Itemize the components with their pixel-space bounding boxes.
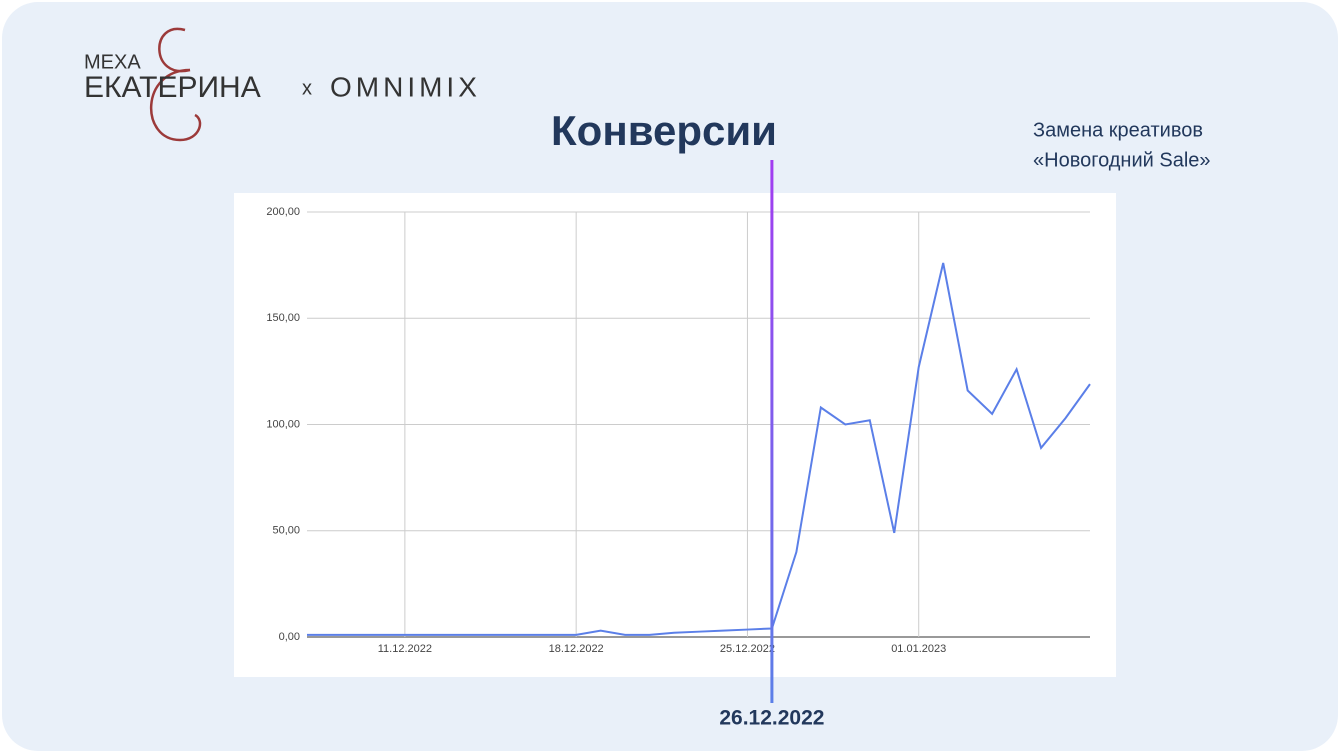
y-tick-label: 100,00 bbox=[266, 418, 300, 430]
logo-partner: OMNIMIX bbox=[330, 71, 481, 102]
logo-script bbox=[149, 27, 202, 142]
chart-card bbox=[234, 193, 1116, 677]
x-tick-label: 18.12.2022 bbox=[549, 643, 604, 655]
logo-main: ЕКАТЕРИНА bbox=[84, 71, 261, 104]
chart-title: Конверсии bbox=[551, 107, 777, 154]
logo-top: МЕХА bbox=[84, 51, 141, 73]
x-tick-label: 01.01.2023 bbox=[891, 643, 946, 655]
x-tick-label: 25.12.2022 bbox=[720, 643, 775, 655]
marker-date-label: 26.12.2022 bbox=[719, 707, 824, 730]
y-tick-label: 0,00 bbox=[279, 631, 300, 643]
marker-vertical bbox=[770, 160, 774, 703]
y-tick-label: 200,00 bbox=[266, 206, 300, 218]
y-tick-label: 150,00 bbox=[266, 312, 300, 324]
annotation-line2: «Новогодний Sale» bbox=[1033, 149, 1211, 171]
logo-separator: x bbox=[302, 77, 312, 99]
data-line bbox=[307, 262, 1091, 636]
annotation-line1: Замена креативов bbox=[1033, 119, 1203, 141]
x-tick-label: 11.12.2022 bbox=[378, 643, 432, 655]
y-tick-label: 50,00 bbox=[272, 525, 300, 537]
